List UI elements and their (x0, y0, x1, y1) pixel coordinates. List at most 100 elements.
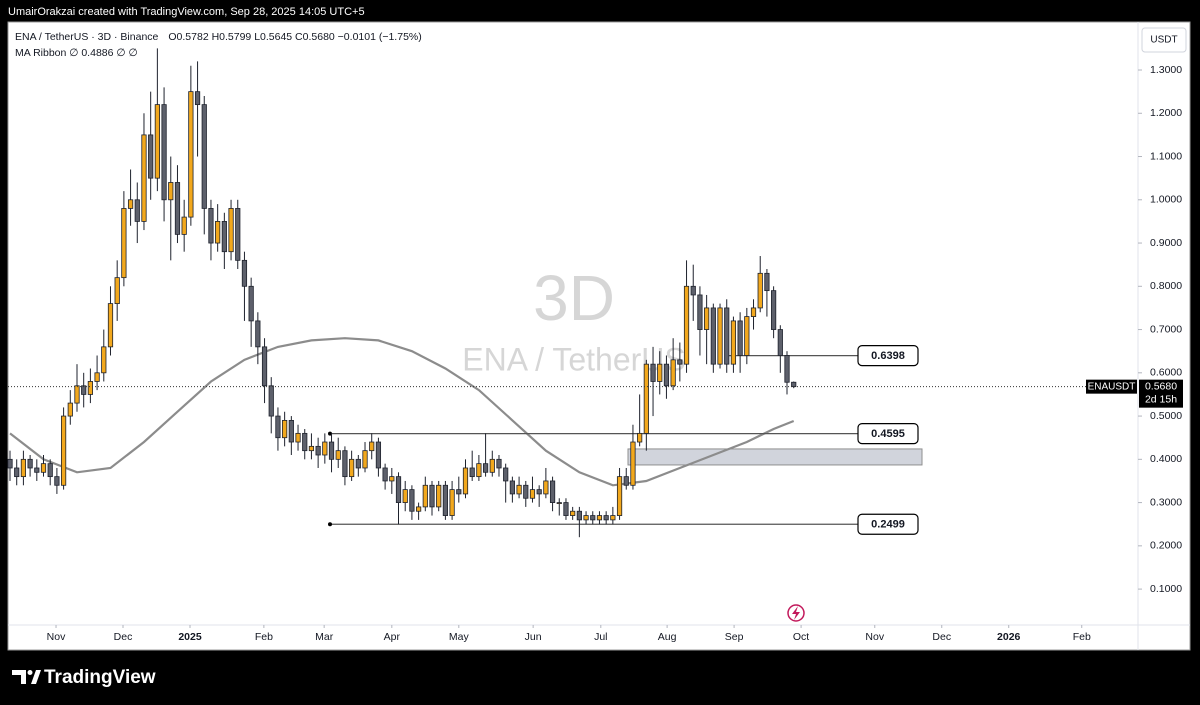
candle-body (389, 476, 395, 482)
candle-body (7, 458, 13, 469)
candle-body (462, 467, 469, 495)
candle-body (677, 359, 683, 365)
candle-body (87, 381, 93, 395)
level-anchor (328, 522, 332, 527)
candle-body (603, 515, 609, 521)
candle-body (127, 199, 134, 209)
candle-body (241, 259, 248, 287)
watermark-interval: 3D (533, 262, 615, 334)
y-tick-label: 0.8000 (1150, 280, 1182, 292)
y-tick-label: 0.4000 (1150, 453, 1182, 465)
candle-body (710, 307, 716, 365)
x-tick-label: 2025 (178, 631, 202, 643)
plot (7, 48, 923, 538)
candle-body (101, 346, 107, 374)
candle-body (543, 480, 549, 495)
candle-body (107, 303, 114, 348)
candle-body (208, 208, 214, 244)
candle-body (168, 182, 174, 201)
candle-body (623, 476, 629, 486)
candle-body (489, 458, 495, 473)
candle-body (261, 346, 268, 387)
candle-body (402, 489, 408, 503)
candle-body (235, 208, 241, 261)
candle-body (47, 463, 53, 478)
legend-ohlc: O0.5782 H0.5799 L0.5645 C0.5680 −0.0101 … (168, 31, 421, 43)
support-zone (627, 448, 923, 466)
x-tick-label: Dec (114, 631, 133, 643)
candle-body (27, 458, 33, 469)
x-tick-label: Aug (658, 631, 677, 643)
candle-body (355, 458, 361, 469)
y-tick-label: 1.0000 (1150, 194, 1182, 206)
candle-body (509, 480, 515, 495)
x-tick-label: Sep (725, 631, 744, 643)
candle-body (20, 458, 27, 478)
candle-body (268, 385, 274, 417)
level-label-box (857, 344, 919, 367)
level-label: 0.4595 (871, 428, 905, 440)
candle-body (302, 432, 308, 452)
countdown: 2d 15h (1145, 393, 1177, 405)
x-tick-label: Mar (315, 631, 334, 643)
candle-body (576, 510, 582, 521)
logo-mark (12, 670, 26, 684)
candle-body (503, 467, 509, 482)
x-tick-label: Oct (793, 631, 809, 643)
candle-body (255, 320, 261, 348)
legend-symbol: ENA / TetherUS · 3D · Binance (15, 31, 159, 43)
candle-body (630, 441, 636, 486)
candle-body (188, 91, 194, 218)
candle-body (288, 419, 294, 443)
candle-body (784, 355, 790, 383)
candle-body (422, 484, 428, 508)
candle-body (34, 467, 40, 473)
candle-body (690, 285, 696, 296)
candle-body (697, 294, 703, 330)
candle-body (282, 419, 288, 439)
candle-body (469, 467, 475, 478)
candle-body (416, 506, 422, 512)
logo-slash (31, 670, 41, 684)
candle-body (456, 489, 462, 495)
candle-body (349, 458, 355, 478)
candle-body (556, 502, 562, 504)
candle-body (657, 363, 663, 382)
candle-body (161, 104, 167, 201)
footer-logo: TradingView (12, 667, 156, 688)
candle-body (74, 385, 80, 404)
candle-body (181, 216, 187, 235)
footer-brand: TradingView (44, 667, 156, 688)
candle-body (476, 463, 482, 478)
ma-line (9, 337, 795, 487)
x-tick-label: 2026 (997, 631, 1021, 643)
logo-dot (27, 670, 33, 675)
y-tick-label: 1.3000 (1150, 64, 1182, 76)
candle-body (529, 489, 536, 499)
candle-body (409, 489, 415, 512)
candle-body (482, 463, 489, 473)
candle-body (154, 104, 160, 179)
candle-body (194, 91, 201, 106)
candle-body (436, 484, 442, 508)
candle-body (14, 467, 20, 478)
candle-body (375, 441, 382, 469)
candle-body (536, 489, 542, 495)
candle-body (771, 290, 777, 330)
candle-body (382, 467, 388, 482)
y-tick-label: 0.9000 (1150, 237, 1182, 249)
candle-body (362, 450, 368, 469)
candle-body (730, 320, 737, 365)
candle-body (54, 476, 60, 486)
candle-body (637, 432, 643, 443)
legend-ma: MA Ribbon ∅ 0.4886 ∅ ∅ (15, 47, 138, 59)
currency: USDT (1150, 35, 1177, 46)
watermark: 3D ENA / TetherUS (462, 262, 686, 378)
candle-body (174, 182, 181, 235)
candle-body (328, 441, 335, 460)
candle-body (40, 463, 47, 473)
candle-body (764, 272, 770, 292)
candle-body (563, 502, 569, 516)
candle-body (757, 272, 763, 309)
